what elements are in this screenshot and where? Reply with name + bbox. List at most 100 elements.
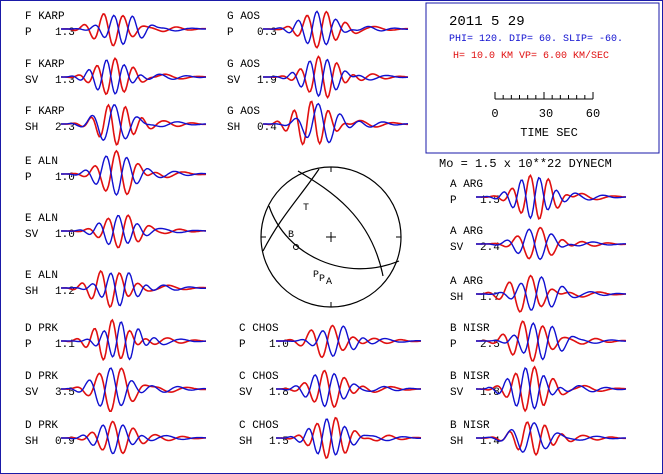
- trace-station-label: B NISR: [450, 323, 490, 335]
- observed-waveform: [276, 418, 421, 456]
- trace-amplitude-label: 1.0: [55, 172, 75, 184]
- synthetic-waveform: [476, 365, 627, 413]
- synthetic-waveform: [61, 149, 207, 196]
- trace-station-label: B NISR: [450, 420, 490, 432]
- time-scale-bar: 0 30 60 TIME SEC: [491, 92, 600, 140]
- synthetic-waveform: [263, 10, 408, 49]
- trace-phase-label: SV: [25, 75, 39, 87]
- synthetic-waveform: [476, 274, 627, 313]
- trace-phase-label: P: [227, 27, 234, 39]
- observed-waveform: [61, 321, 207, 361]
- trace-station-label: D PRK: [25, 371, 58, 383]
- trace-amplitude-label: 1.7: [480, 292, 500, 304]
- pressure-axis-marker: [293, 244, 299, 250]
- trace-station-label: A ARG: [450, 276, 483, 288]
- trace-station-label: F KARP: [25, 59, 65, 71]
- trace-station-label: F KARP: [25, 11, 65, 23]
- trace-amplitude-label: 2.3: [55, 122, 75, 134]
- trace-phase-label: SV: [25, 229, 39, 241]
- synthetic-waveform: [263, 55, 409, 99]
- trace-phase-label: P: [25, 27, 32, 39]
- b-axis-marker: B: [288, 230, 294, 241]
- trace-station-label: B NISR: [450, 371, 490, 383]
- observed-waveform: [61, 367, 207, 407]
- trace-amplitude-label: 3.5: [55, 387, 75, 399]
- trace-station-label: F KARP: [25, 106, 65, 118]
- trace-phase-label: SH: [25, 436, 38, 448]
- observed-waveform: [263, 58, 408, 98]
- trace-amplitude-label: 1.5: [269, 436, 289, 448]
- trace-phase-label: SH: [25, 286, 38, 298]
- trace-phase-label: SV: [450, 387, 464, 399]
- trace-amplitude-label: 1.0: [269, 339, 289, 351]
- observed-waveform: [61, 214, 207, 246]
- synthetic-waveform: [61, 103, 206, 146]
- trace-station-label: G AOS: [227, 106, 260, 118]
- synthetic-waveform: [476, 173, 627, 220]
- synthetic-waveform: [276, 369, 422, 409]
- time-scale-tick-60: 60: [586, 107, 600, 121]
- observed-waveform: [476, 422, 627, 453]
- time-scale-ticks: [494, 92, 594, 99]
- trace-station-label: A ARG: [450, 179, 483, 191]
- seismic-moment: Mo = 1.5 x 10**22 DYNECM: [439, 157, 612, 171]
- synthetic-waveform: [276, 324, 422, 359]
- nodal-plane-1: [268, 205, 400, 270]
- time-scale-tick-0: 0: [491, 107, 498, 121]
- trace-station-label: E ALN: [25, 270, 58, 282]
- trace-station-label: C CHOS: [239, 323, 279, 335]
- observed-waveform: [263, 102, 409, 144]
- time-scale-tick-30: 30: [539, 107, 553, 121]
- trace-phase-label: SV: [227, 75, 241, 87]
- p-axis-marker: P: [313, 270, 319, 281]
- synthetic-waveform: [476, 320, 627, 362]
- observed-waveform: [476, 228, 626, 261]
- observed-waveform: [476, 367, 627, 410]
- focal-mechanism: T B P P A: [260, 166, 402, 308]
- observed-waveform: [61, 59, 206, 95]
- synthetic-waveform: [61, 56, 206, 96]
- observed-waveform: [263, 10, 408, 46]
- trace-phase-label: SH: [227, 122, 240, 134]
- observed-waveform: [476, 275, 627, 311]
- trace-phase-label: P: [239, 339, 246, 351]
- trace-station-label: E ALN: [25, 156, 58, 168]
- trace-station-label: G AOS: [227, 11, 260, 23]
- trace-phase-label: P: [450, 339, 457, 351]
- mechanism-parameters: PHI= 120. DIP= 60. SLIP= -60.: [449, 34, 623, 45]
- trace-amplitude-label: 0.3: [257, 27, 277, 39]
- trace-phase-label: P: [25, 339, 32, 351]
- trace-phase-label: SV: [450, 242, 464, 254]
- trace-phase-label: P: [450, 195, 457, 207]
- time-scale-label: TIME SEC: [520, 126, 578, 140]
- observed-waveform: [61, 424, 206, 455]
- trace-phase-label: SV: [25, 387, 39, 399]
- observed-waveform: [276, 372, 421, 408]
- trace-amplitude-label: 0.4: [257, 122, 277, 134]
- trace-phase-label: SH: [450, 436, 463, 448]
- trace-station-label: C CHOS: [239, 371, 279, 383]
- observed-waveform: [61, 104, 207, 142]
- info-box: [425, 2, 660, 154]
- trace-station-label: C CHOS: [239, 420, 279, 432]
- trace-station-label: D PRK: [25, 323, 58, 335]
- event-date: 2011 5 29: [449, 14, 525, 30]
- nodal-plane-2: [297, 170, 384, 277]
- trace-amplitude-label: 1.0: [55, 229, 75, 241]
- trace-amplitude-label: 1.9: [257, 75, 277, 87]
- trace-station-label: E ALN: [25, 213, 58, 225]
- nodal-plane-3: [262, 168, 320, 252]
- observed-waveform: [61, 155, 207, 196]
- synthetic-waveform: [276, 416, 422, 460]
- p-letter-marker: P: [319, 274, 325, 285]
- trace-phase-label: SH: [25, 122, 38, 134]
- trace-station-label: A ARG: [450, 226, 483, 238]
- observed-waveform: [61, 14, 206, 46]
- trace-phase-label: SV: [239, 387, 253, 399]
- trace-phase-label: SH: [239, 436, 252, 448]
- synthetic-waveform: [61, 420, 207, 455]
- synthetic-waveform: [61, 318, 206, 362]
